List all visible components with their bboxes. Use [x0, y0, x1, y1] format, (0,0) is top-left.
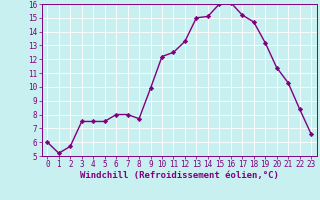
X-axis label: Windchill (Refroidissement éolien,°C): Windchill (Refroidissement éolien,°C)	[80, 171, 279, 180]
